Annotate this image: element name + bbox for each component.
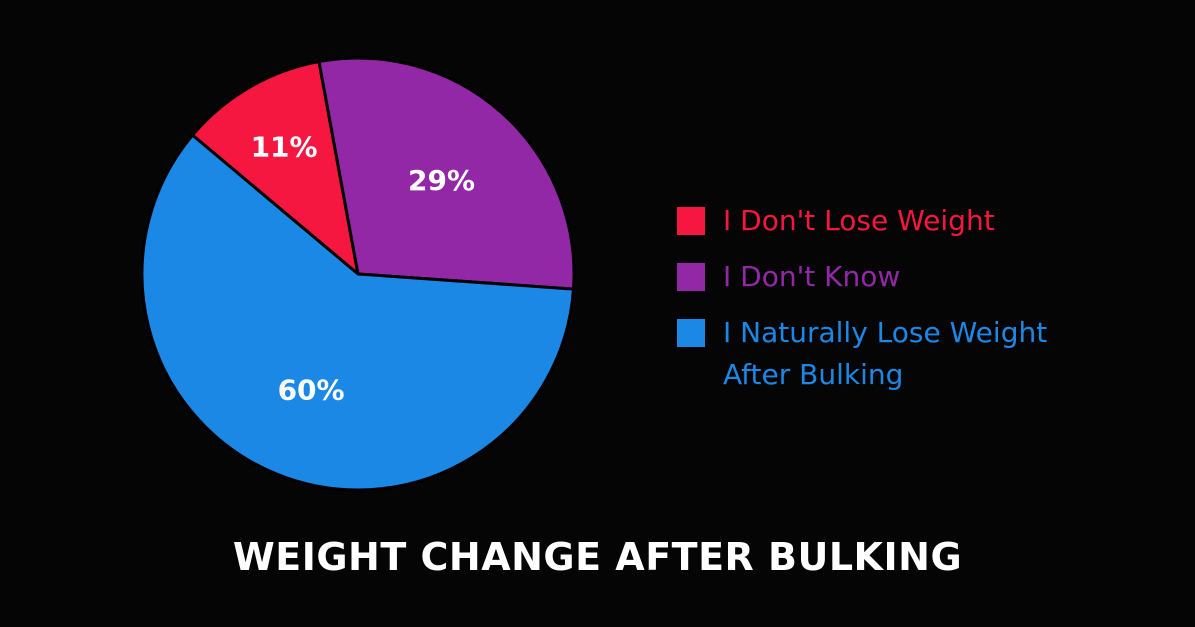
legend-label-dont-lose-weight: I Don't Lose Weight [723,204,995,237]
chart-title: WEIGHT CHANGE AFTER BULKING [232,535,963,579]
legend-label-dont-know: I Don't Know [723,260,901,293]
pie-slice-dont-know [317,56,576,291]
legend-label-naturally-lose-weight: I Naturally Lose Weight After Bulking [723,316,1048,391]
legend-swatch-dont-know [677,263,705,291]
slice-label-naturally-lose-weight: 60% [278,374,345,407]
chart-legend: I Don't Lose Weight I Don't Know I Natur… [677,200,1177,410]
legend-item-dont-know: I Don't Know [677,256,1177,298]
slice-label-dont-know: 29% [408,164,475,197]
pie-slice-naturally-lose-weight [140,133,575,492]
legend-item-dont-lose-weight: I Don't Lose Weight [677,200,1177,242]
legend-swatch-dont-lose-weight [677,207,705,235]
slice-label-dont-lose-weight: 11% [251,131,318,164]
legend-swatch-naturally-lose-weight [677,319,705,347]
pie-slice-dont-lose-weight [191,60,360,276]
legend-item-naturally-lose-weight: I Naturally Lose Weight After Bulking [677,312,1177,396]
